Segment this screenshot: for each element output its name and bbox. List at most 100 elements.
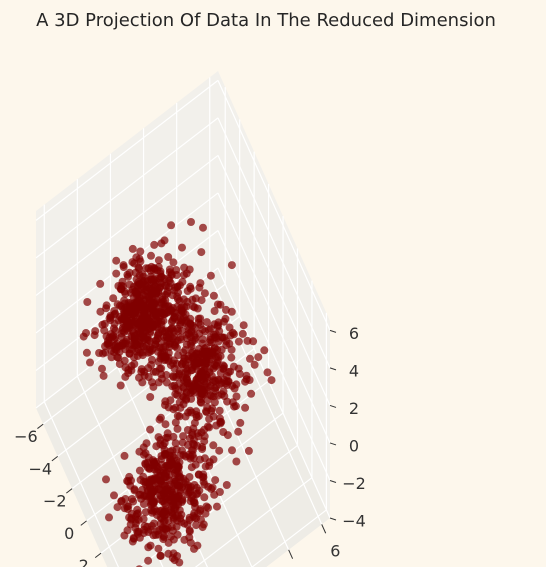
data-point [236,418,245,427]
data-point [152,507,161,516]
data-point [164,253,173,261]
data-point [115,342,124,351]
data-point [192,521,201,530]
data-point [129,534,138,543]
z-tick-label: 0 [349,437,359,456]
data-point [170,313,179,322]
tick-mark [329,367,337,371]
data-point [196,395,205,403]
data-point [121,372,130,381]
data-point [161,352,170,360]
data-point [200,454,209,463]
data-point [213,321,222,330]
data-point [190,440,199,449]
data-point [194,314,203,323]
grid-line-z-back [217,230,331,481]
data-point [136,247,145,256]
data-point [188,387,197,396]
data-point [142,439,151,448]
data-point [185,526,194,535]
data-point [139,322,148,331]
data-point [200,432,209,441]
data-point [165,268,174,277]
data-point [244,446,253,455]
data-point [190,499,199,508]
data-point [147,360,156,369]
data-point [135,466,144,475]
data-point [143,463,152,472]
data-point [184,329,193,338]
data-point [172,271,181,279]
data-point [161,420,170,429]
left-pane [36,71,218,408]
data-point [222,481,231,489]
grid-line-x-floor [251,509,327,567]
data-point [168,323,177,332]
data-point [102,475,110,484]
data-point [118,277,127,286]
data-point [196,279,205,288]
data-point [199,223,207,232]
data-point [153,331,162,340]
data-point [129,282,138,291]
data-point [171,502,180,511]
data-point [187,394,196,403]
data-point [191,460,200,469]
data-point [200,480,209,489]
data-point [190,379,199,388]
data-point [138,378,147,387]
tick-mark [321,524,327,534]
data-point [110,491,118,500]
data-point [91,327,100,336]
data-point [146,525,155,534]
z-tick-label: 2 [349,399,359,418]
data-point [200,425,209,434]
data-point [154,378,163,387]
data-point [137,494,146,503]
data-point [149,382,158,391]
grid-line-z-left [35,192,219,334]
data-point [82,348,91,357]
grid-line-z-back [217,267,331,519]
x-tick-label: −2 [43,492,67,511]
data-point [209,376,218,385]
data-point [209,441,218,450]
data-point [227,261,236,270]
z-axis-ticks: −4 −2 0 2 4 6 [329,324,366,531]
tick-mark [329,329,337,333]
data-point [178,438,187,447]
data-point [130,486,139,495]
data-point [222,341,231,350]
data-point [143,333,152,342]
data-point [172,343,181,352]
data-point [162,494,170,503]
data-point [159,533,168,542]
data-point [109,331,118,340]
data-point [195,329,204,338]
data-point [173,283,182,292]
data-point [116,301,124,310]
data-point [169,515,178,524]
data-point [202,318,211,327]
tick-mark [329,442,337,446]
data-point [179,384,188,393]
data-point [96,279,105,288]
data-point [127,514,136,523]
data-point [227,307,236,316]
data-point [170,381,179,390]
data-point [241,377,250,386]
data-point [190,303,199,312]
data-point [161,342,170,351]
data-point [130,360,139,368]
data-point [191,294,200,303]
data-point [154,433,163,442]
data-point [124,366,133,374]
data-point [135,533,144,542]
grid-line-y-floor [43,401,120,567]
data-point [211,476,220,485]
data-point [147,251,155,260]
data-point [98,320,107,329]
data-point [134,305,143,314]
grid-line-x-floor [194,477,313,567]
data-point [192,514,201,523]
